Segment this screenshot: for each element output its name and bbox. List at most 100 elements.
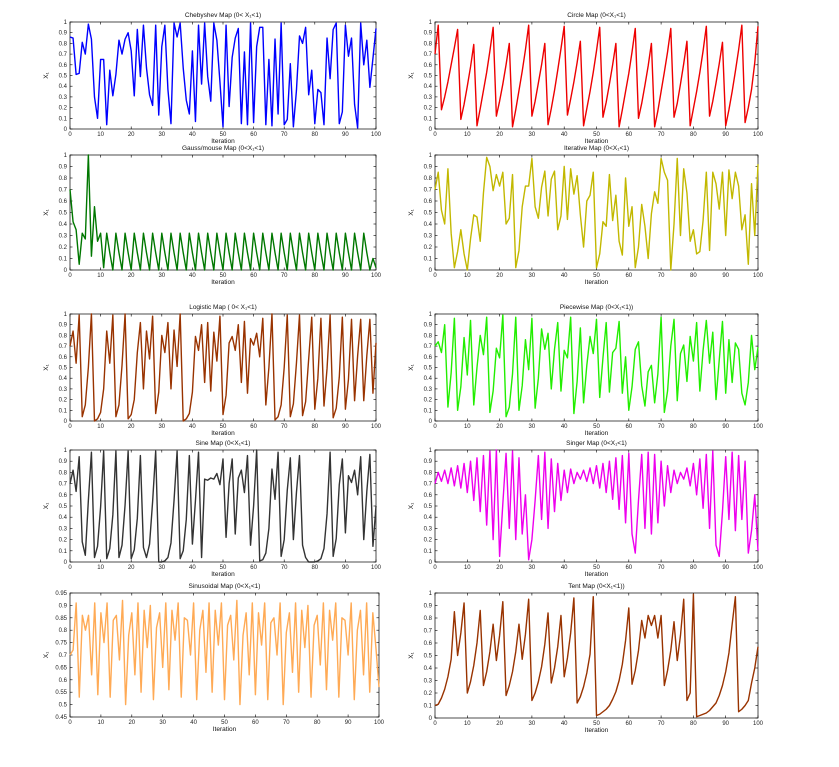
x-tick-label: 20 [128, 424, 135, 430]
chart-panel: Chebyshev Map (0< X₁<1)0 10 20 30 40 50 60 70 80… [43, 12, 382, 145]
x-tick-label: 0 [433, 721, 437, 727]
y-axis-label: X₁ [408, 208, 415, 215]
y-tick-label: 1 [64, 312, 68, 318]
x-tick-label: 0 [433, 424, 437, 430]
y-tick-label: 0.7 [59, 52, 68, 58]
series-line [434, 314, 759, 418]
x-tick-label: 20 [496, 424, 503, 430]
y-tick-label: 0.7 [424, 629, 433, 635]
series-line [69, 22, 377, 129]
x-tick-label: 60 [252, 720, 259, 726]
y-tick-label: 0.9 [424, 323, 433, 329]
y-tick-label: 0.6 [424, 493, 433, 499]
x-tick-label: 80 [690, 565, 697, 571]
x-tick-label: 80 [311, 132, 318, 138]
x-tick-label: 10 [464, 424, 471, 430]
y-tick-label: 0.5 [424, 504, 433, 510]
x-axis-label: Iteration [211, 279, 235, 286]
y-tick-label: 0.9 [59, 31, 68, 37]
x-tick-label: 30 [529, 565, 536, 571]
y-tick-label: 0.8 [424, 616, 433, 622]
y-tick-label: 0.5 [424, 366, 433, 372]
x-tick-label: 90 [722, 132, 729, 138]
y-axis-label: X₁ [43, 208, 50, 215]
y-tick-label: 0.1 [424, 549, 433, 555]
x-tick-label: 70 [658, 721, 665, 727]
x-tick-label: 0 [433, 132, 437, 138]
x-tick-label: 30 [529, 721, 536, 727]
x-tick-label: 30 [158, 565, 165, 571]
y-tick-label: 0.1 [59, 116, 68, 122]
x-tick-label: 70 [283, 720, 290, 726]
x-tick-label: 70 [658, 424, 665, 430]
x-tick-label: 10 [464, 565, 471, 571]
y-tick-label: 0.3 [424, 679, 433, 685]
y-tick-label: 0.2 [424, 691, 433, 697]
chart-panel: Iterative Map (0<X₁<1)0 10 20 30 40 50 60 70 80 9… [408, 145, 764, 286]
y-tick-label: 0.7 [59, 344, 68, 350]
y-tick-label: 0.9 [424, 459, 433, 465]
x-tick-label: 20 [496, 565, 503, 571]
y-tick-label: 0.8 [424, 41, 433, 47]
x-tick-label: 50 [221, 720, 228, 726]
y-tick-label: 0.4 [424, 515, 433, 521]
x-tick-label: 70 [281, 424, 288, 430]
y-tick-label: 0.95 [55, 591, 67, 597]
chart-panel: Circle Map (0<X₁<1)0 10 20 30 40 50 60 70 80 90 10… [408, 12, 764, 145]
y-tick-label: 0.9 [424, 31, 433, 37]
x-tick-label: 80 [690, 424, 697, 430]
chart-title: Piecewise Map (0<X₁<1)) [560, 304, 633, 311]
x-tick-label: 50 [593, 273, 600, 279]
x-tick-label: 90 [722, 424, 729, 430]
x-tick-label: 70 [658, 132, 665, 138]
y-tick-label: 0.5 [59, 504, 68, 510]
chart-panel: Gauss/mouse Map (0<X₁<1)0 10 20 30 40 50 60 70 8… [43, 145, 382, 286]
x-tick-label: 30 [529, 132, 536, 138]
y-tick-label: 0.6 [424, 641, 433, 647]
y-tick-label: 0.4 [59, 376, 68, 382]
y-tick-label: 0.6 [59, 199, 68, 205]
x-tick-label: 60 [625, 424, 632, 430]
x-tick-label: 60 [250, 424, 257, 430]
y-tick-label: 0.9 [59, 603, 68, 609]
chart-title: Iterative Map (0<X₁<1) [564, 145, 629, 152]
y-tick-label: 0.5 [59, 211, 68, 217]
chart-title: Logistic Map ( 0< X₁<1) [189, 304, 257, 311]
y-tick-label: 0.3 [59, 95, 68, 101]
series-line [69, 599, 380, 706]
y-tick-label: 0.85 [55, 616, 67, 622]
y-tick-label: 0.6 [424, 355, 433, 361]
chart-title: Gauss/mouse Map (0<X₁<1) [182, 145, 264, 152]
y-tick-label: 0.5 [59, 366, 68, 372]
chart-panel: Logistic Map ( 0< X₁<1)0 10 20 30 40 50 60 70 80… [43, 304, 382, 437]
x-tick-label: 10 [97, 273, 104, 279]
x-axis-label: Iteration [585, 727, 609, 734]
y-tick-label: 0.2 [59, 106, 68, 112]
x-axis-label: Iteration [585, 138, 609, 145]
x-tick-label: 60 [625, 721, 632, 727]
y-tick-label: 0.7 [424, 188, 433, 194]
y-tick-label: 0.7 [59, 653, 68, 659]
x-tick-label: 100 [371, 565, 382, 571]
y-tick-label: 0 [64, 268, 68, 274]
x-tick-label: 100 [753, 273, 764, 279]
y-tick-label: 0.3 [424, 95, 433, 101]
chart-panel: Singer Map (0<X₁<1)0 10 20 30 40 50 60 70 80 90 10… [408, 440, 764, 578]
x-axis-label: Iteration [585, 279, 609, 286]
x-tick-label: 0 [68, 720, 72, 726]
y-tick-label: 0.9 [59, 165, 68, 171]
x-axis-label: Iteration [211, 571, 235, 578]
x-tick-label: 70 [281, 565, 288, 571]
series-line [434, 593, 759, 718]
x-tick-label: 0 [68, 273, 72, 279]
x-tick-label: 80 [311, 565, 318, 571]
y-tick-label: 0 [429, 419, 433, 425]
x-tick-label: 50 [593, 565, 600, 571]
series-line [69, 154, 377, 271]
x-tick-label: 70 [658, 273, 665, 279]
x-tick-label: 80 [690, 132, 697, 138]
y-tick-label: 1 [429, 312, 433, 318]
chart-title: Chebyshev Map (0< X₁<1) [185, 12, 261, 19]
x-tick-label: 100 [371, 424, 382, 430]
